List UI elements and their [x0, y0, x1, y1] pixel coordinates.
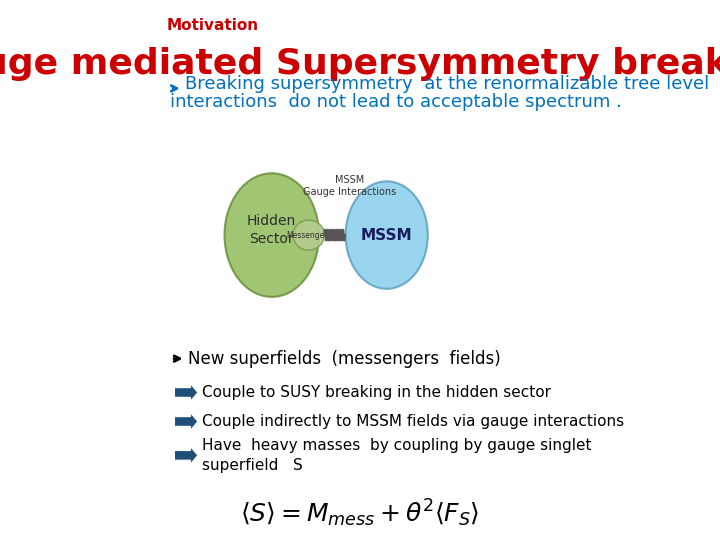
Ellipse shape	[293, 220, 324, 250]
Text: Have  heavy masses  by coupling by gauge singlet
superfield   S: Have heavy masses by coupling by gauge s…	[202, 438, 591, 472]
Ellipse shape	[346, 181, 428, 289]
FancyArrow shape	[174, 384, 198, 401]
Text: New superfields  (messengers  fields): New superfields (messengers fields)	[189, 349, 501, 368]
Text: interactions  do not lead to acceptable spectrum .: interactions do not lead to acceptable s…	[171, 93, 622, 111]
FancyArrow shape	[174, 413, 198, 430]
Text: Couple to SUSY breaking in the hidden sector: Couple to SUSY breaking in the hidden se…	[202, 385, 551, 400]
Ellipse shape	[225, 173, 319, 297]
FancyArrow shape	[174, 447, 198, 464]
Text: MSSM
Gauge Interactions: MSSM Gauge Interactions	[303, 175, 397, 198]
Text: Breaking supersymmetry  at the renormalizable tree level: Breaking supersymmetry at the renormaliz…	[185, 75, 709, 92]
Text: Couple indirectly to MSSM fields via gauge interactions: Couple indirectly to MSSM fields via gau…	[202, 414, 624, 429]
Text: $\langle S \rangle = M_{mess} + \theta^2 \langle F_S \rangle$: $\langle S \rangle = M_{mess} + \theta^2…	[240, 497, 480, 529]
Text: Motivation: Motivation	[167, 17, 259, 32]
Text: MSSM: MSSM	[361, 227, 413, 242]
Text: Hidden
Sector: Hidden Sector	[247, 213, 297, 246]
Text: Gauge mediated Supersymmetry breaking: Gauge mediated Supersymmetry breaking	[0, 47, 720, 81]
Text: Messengers: Messengers	[286, 231, 331, 240]
